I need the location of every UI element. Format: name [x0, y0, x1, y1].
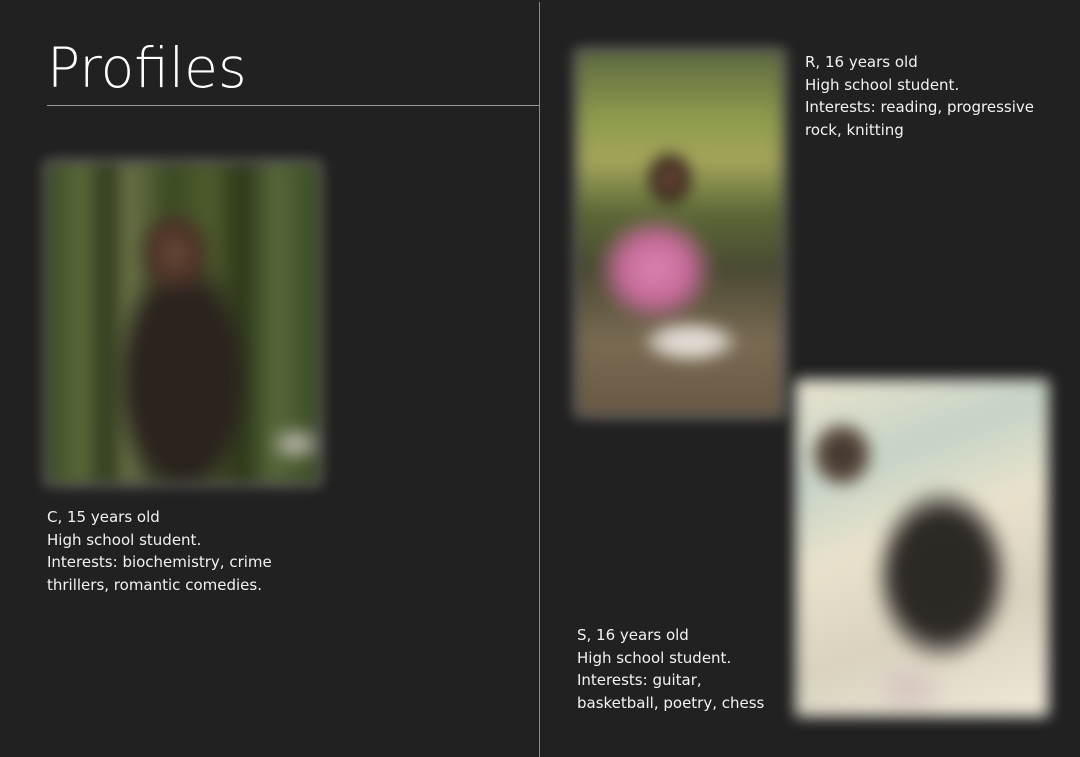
profile-name-age: R, 16 years old [805, 53, 918, 71]
column-divider [539, 2, 540, 757]
page-title: Profiles [47, 36, 247, 100]
profile-interests-cont: basketball, poetry, chess [577, 693, 765, 712]
title-underline [47, 105, 539, 106]
profile-caption-c: C, 15 years old High school student. Int… [47, 506, 272, 596]
profile-caption-s: S, 16 years old High school student. Int… [577, 624, 764, 714]
profile-interests-cont: thrillers, romantic comedies. [47, 575, 262, 594]
profile-interests: Interests: biochemistry, crime [47, 553, 272, 571]
profile-occupation: High school student. [47, 530, 202, 549]
profile-interests: Interests: guitar, [577, 671, 702, 689]
profile-photo-s [797, 381, 1047, 715]
profile-occupation: High school student. [577, 648, 732, 667]
profile-occupation: High school student. [805, 75, 960, 94]
profile-photo-r [578, 52, 782, 414]
profile-interests: Interests: reading, progressive [805, 98, 1034, 116]
profile-caption-r: R, 16 years old High school student. Int… [805, 51, 1034, 141]
profile-name-age: C, 15 years old [47, 508, 160, 526]
profile-name-age: S, 16 years old [577, 626, 689, 644]
profile-photo-c [48, 164, 318, 482]
profile-interests-cont: rock, knitting [805, 120, 904, 139]
